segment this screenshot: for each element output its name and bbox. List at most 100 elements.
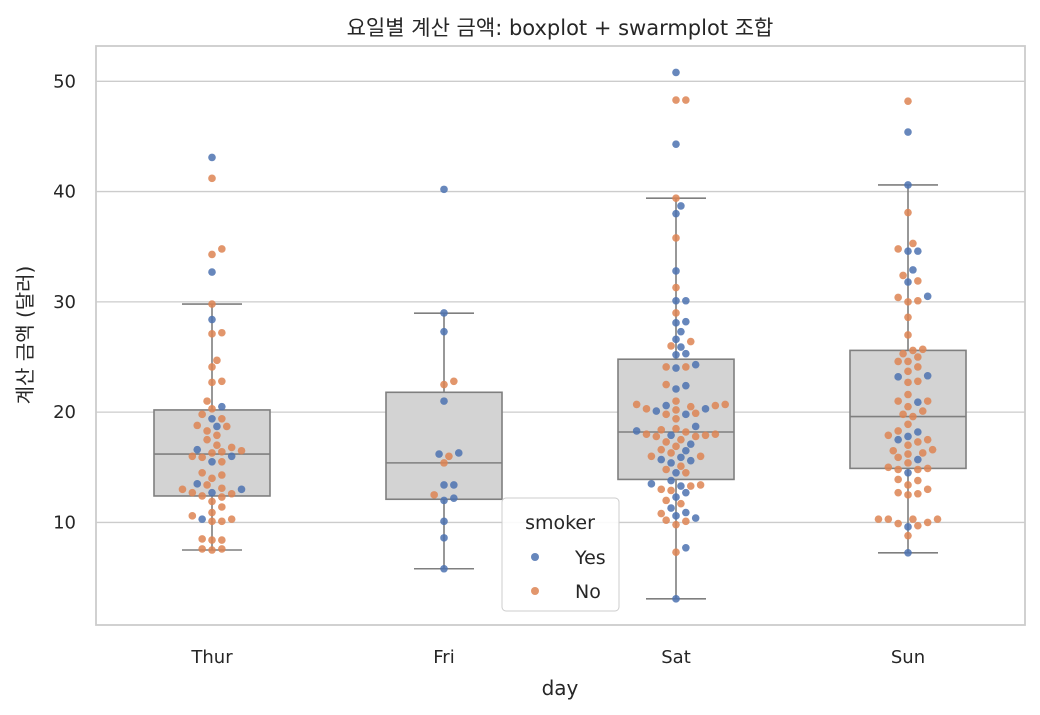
data-point-sun-no — [923, 518, 932, 527]
data-point-sat-no — [657, 445, 666, 454]
data-point-thur-yes — [198, 515, 206, 523]
data-point-sat-no — [657, 485, 666, 494]
data-point-sat-yes — [672, 209, 680, 218]
data-point-sat-no — [647, 452, 656, 461]
data-point-sun-no — [904, 331, 912, 339]
data-point-sun-no — [894, 453, 902, 462]
data-point-sat-yes — [701, 405, 710, 413]
data-point-sun-yes — [904, 469, 912, 477]
data-point-thur-no — [218, 245, 226, 253]
data-point-sun-yes — [923, 292, 932, 301]
data-point-sat-no — [672, 520, 680, 529]
plot-frame — [95, 45, 1026, 626]
data-point-sat-no — [711, 401, 720, 410]
data-point-sat-no — [657, 509, 666, 518]
data-point-sun-yes — [914, 455, 922, 464]
data-point-sat-no — [662, 438, 670, 446]
data-point-fri-yes — [450, 494, 458, 502]
data-point-sun-no — [894, 293, 902, 302]
data-point-sat-no — [682, 363, 690, 371]
data-point-sat-yes — [682, 544, 690, 552]
data-point-sat-no — [667, 486, 675, 495]
data-point-sat-yes — [691, 360, 700, 369]
data-point-sat-no — [667, 449, 675, 457]
data-point-sat-yes — [677, 482, 685, 490]
data-point-sat-no — [672, 309, 680, 317]
data-point-sun-no — [914, 296, 922, 305]
data-point-sat-yes — [682, 381, 690, 390]
data-point-sat-yes — [672, 595, 680, 603]
data-point-sat-yes — [672, 351, 680, 359]
data-point-sat-yes — [682, 349, 690, 358]
data-point-sun-no — [914, 353, 922, 361]
data-point-thur-no — [198, 545, 206, 553]
data-point-thur-no — [188, 452, 197, 461]
data-point-sun-no — [894, 488, 902, 497]
data-point-sun-yes — [904, 548, 912, 557]
data-point-thur-no — [218, 536, 226, 544]
data-point-sun-no — [904, 459, 912, 467]
data-point-sun-no — [904, 390, 912, 399]
data-point-sun-no — [923, 464, 932, 473]
data-point-sun-yes — [904, 278, 912, 286]
data-point-sat-no — [657, 425, 666, 434]
data-point-sat-yes — [652, 407, 661, 415]
data-point-fri-yes — [440, 564, 448, 573]
data-point-thur-yes — [237, 485, 246, 494]
data-point-sun-yes — [914, 428, 922, 436]
data-point-sun-no — [904, 420, 912, 429]
data-point-sun-yes — [914, 247, 922, 255]
data-point-sat-no — [662, 465, 670, 474]
data-point-sun-no — [923, 397, 932, 405]
data-point-sat-no — [691, 409, 700, 418]
data-point-sat-yes — [686, 456, 695, 465]
data-point-sun-no — [904, 357, 912, 366]
data-point-sat-no — [667, 342, 675, 350]
legend: smoker Yes No — [501, 497, 620, 612]
data-point-sun-no — [909, 346, 917, 355]
data-point-sat-yes — [672, 512, 680, 520]
data-point-sat-no — [672, 283, 680, 292]
data-point-fri-no — [440, 459, 448, 467]
data-point-sat-no — [682, 517, 690, 526]
data-point-fri-yes — [440, 496, 448, 505]
data-point-sat-no — [642, 430, 651, 439]
data-point-thur-no — [218, 414, 226, 423]
data-point-fri-yes — [440, 185, 448, 194]
data-point-sat-no — [662, 410, 670, 419]
data-point-fri-yes — [440, 397, 448, 405]
data-point-sat-yes — [677, 453, 685, 462]
data-point-thur-yes — [208, 268, 216, 276]
data-point-sat-no — [652, 432, 661, 441]
data-point-sat-yes — [672, 385, 680, 393]
data-point-thur-no — [203, 481, 211, 489]
data-point-thur-no — [198, 535, 206, 543]
data-point-sat-yes — [667, 459, 675, 467]
data-point-sat-yes — [691, 422, 700, 431]
data-point-sat-yes — [677, 343, 685, 351]
data-point-sun-no — [894, 465, 902, 474]
data-point-thur-no — [218, 545, 226, 553]
data-point-sat-no — [691, 432, 700, 441]
data-point-sat-yes — [672, 335, 680, 344]
data-point-sat-yes — [682, 446, 690, 455]
data-point-thur-yes — [208, 457, 216, 466]
data-point-sat-no — [672, 96, 680, 104]
data-point-sat-yes — [672, 68, 680, 77]
x-tick-label: Sat — [661, 647, 691, 668]
data-point-fri-no — [445, 452, 453, 461]
data-point-sun-no — [914, 465, 922, 474]
data-point-sun-no — [904, 313, 912, 322]
data-point-sat-no — [696, 452, 705, 461]
data-point-sun-no — [914, 521, 922, 530]
data-point-sat-no — [662, 496, 670, 505]
data-point-thur-yes — [193, 445, 202, 454]
data-point-thur-no — [213, 441, 221, 450]
data-point-sun-no — [894, 519, 902, 528]
data-point-fri-no — [450, 377, 458, 386]
data-point-sun-no — [899, 271, 907, 280]
data-point-sat-yes — [672, 267, 680, 275]
data-point-sat-yes — [682, 296, 690, 305]
legend-marker-no — [531, 587, 539, 595]
